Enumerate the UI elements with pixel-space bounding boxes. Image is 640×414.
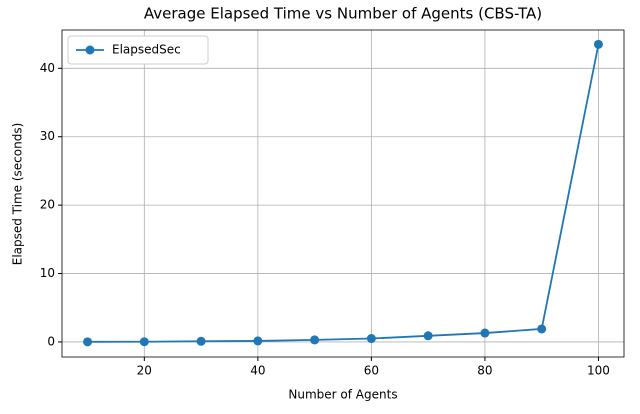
y-tick-label: 20 [40, 198, 55, 212]
point [480, 328, 490, 338]
point [83, 337, 93, 347]
x-tick-label: 80 [477, 364, 492, 378]
x-tick-label: 100 [587, 364, 610, 378]
x-tick-label: 20 [137, 364, 152, 378]
y-tick-label: 10 [40, 266, 55, 280]
point [593, 39, 603, 49]
legend: ElapsedSec [67, 35, 209, 65]
series-line [87, 44, 600, 343]
point [366, 334, 376, 344]
y-tick-label: 0 [47, 334, 55, 348]
x-tick-label: 40 [250, 364, 265, 378]
chart-title: Average Elapsed Time vs Number of Agents… [144, 5, 542, 23]
point [139, 337, 149, 347]
y-axis-label: Elapsed Time (seconds) [11, 123, 25, 266]
point [310, 335, 320, 345]
plot-frame [61, 29, 625, 358]
x-axis-label: Number of Agents [288, 388, 397, 402]
point [196, 336, 206, 346]
legend-marker [85, 45, 95, 55]
legend-box [67, 35, 209, 65]
x-tick-label: 60 [364, 364, 379, 378]
point [537, 324, 547, 334]
y-tick-label: 40 [40, 61, 55, 75]
point [423, 331, 433, 341]
point [253, 336, 263, 346]
legend-label: ElapsedSec [112, 43, 181, 57]
y-tick-label: 30 [40, 129, 55, 143]
